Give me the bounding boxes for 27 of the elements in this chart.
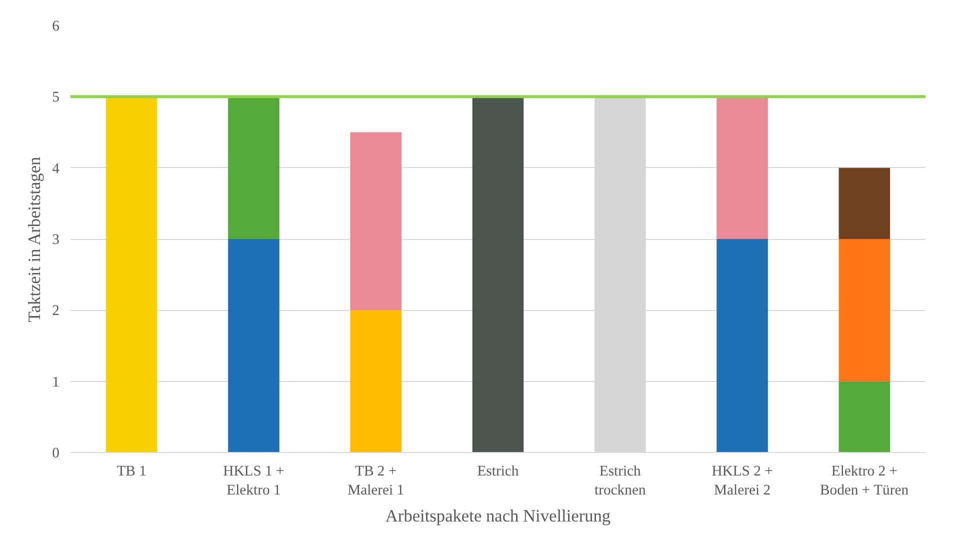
x-axis-title: Arbeitspakete nach Nivellierung [385,506,611,526]
x-tick-label: HKLS 1 + Elektro 1 [223,464,284,499]
y-tick-label: 1 [52,374,60,390]
x-tick-label: Estrich trocknen [594,464,646,499]
x-tick-label: Elektro 2 + Boden + Türen [820,464,910,499]
bar [838,239,890,382]
bar [106,96,158,452]
y-axis-title: Taktzeit in Arbeitstagen [25,156,44,322]
bar [838,381,890,452]
y-tick-label: 6 [52,18,60,34]
bar [228,96,280,239]
x-tick-label: TB 2 + Malerei 1 [348,464,404,499]
x-tick-label: TB 1 [116,464,146,480]
x-tick-label: HKLS 2 + Malerei 2 [712,464,773,499]
bar [350,132,402,310]
y-tick-label: 4 [52,160,60,177]
y-tick-label: 0 [52,446,60,462]
y-tick-label: 3 [52,232,60,248]
bar [228,239,280,452]
bar [716,239,768,452]
bar [350,310,402,452]
bar [472,96,524,452]
x-tick-label: Estrich [477,464,520,480]
bar [838,168,890,239]
y-tick-label: 5 [52,90,60,106]
y-tick-label: 2 [52,303,60,320]
bar [716,96,768,239]
